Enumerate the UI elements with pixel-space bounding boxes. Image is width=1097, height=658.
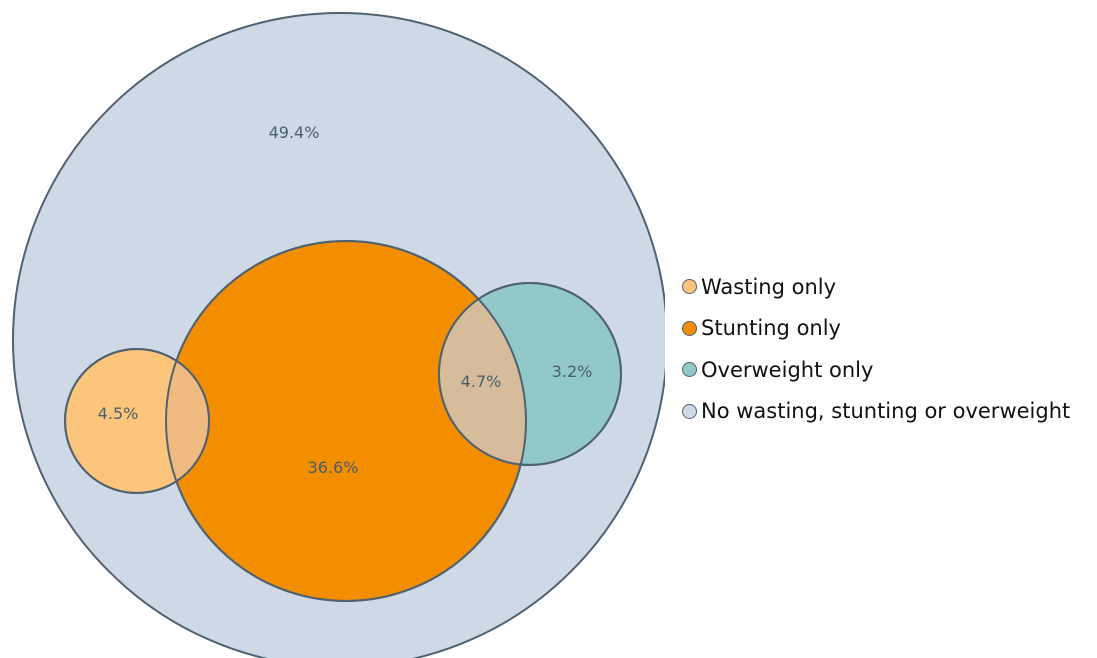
region-label-wasting: 4.5% [98,404,139,423]
legend-label-stunting: Stunting only [701,316,841,341]
legend-item-stunting: Stunting only [682,308,1070,350]
legend-swatch-none [682,403,697,419]
legend-label-overweight: Overweight only [701,357,874,382]
region-label-stunting-overweight: 4.7% [461,372,502,391]
overweight-outline [438,282,622,466]
stunting-overweight-overlap [439,283,526,465]
region-label-none: 49.4% [269,123,320,142]
region-label-overweight: 3.2% [552,362,593,381]
venn-diagram: 49.4% 36.6% 4.5% 4.7% 3.2% [12,12,665,658]
legend: Wasting only Stunting only Overweight on… [682,266,1070,432]
legend-swatch-stunting [682,320,697,336]
legend-item-none: No wasting, stunting or overweight [682,391,1070,433]
stunting-outline [165,240,527,602]
wasting-stunting-overlap [166,349,209,493]
legend-label-none: No wasting, stunting or overweight [701,399,1071,424]
wasting-outline [64,348,210,494]
legend-item-overweight: Overweight only [682,349,1070,391]
legend-label-wasting: Wasting only [701,274,837,299]
region-label-stunting: 36.6% [308,458,359,477]
legend-swatch-wasting [682,279,697,295]
legend-item-wasting: Wasting only [682,266,1070,308]
legend-swatch-overweight [682,362,697,378]
